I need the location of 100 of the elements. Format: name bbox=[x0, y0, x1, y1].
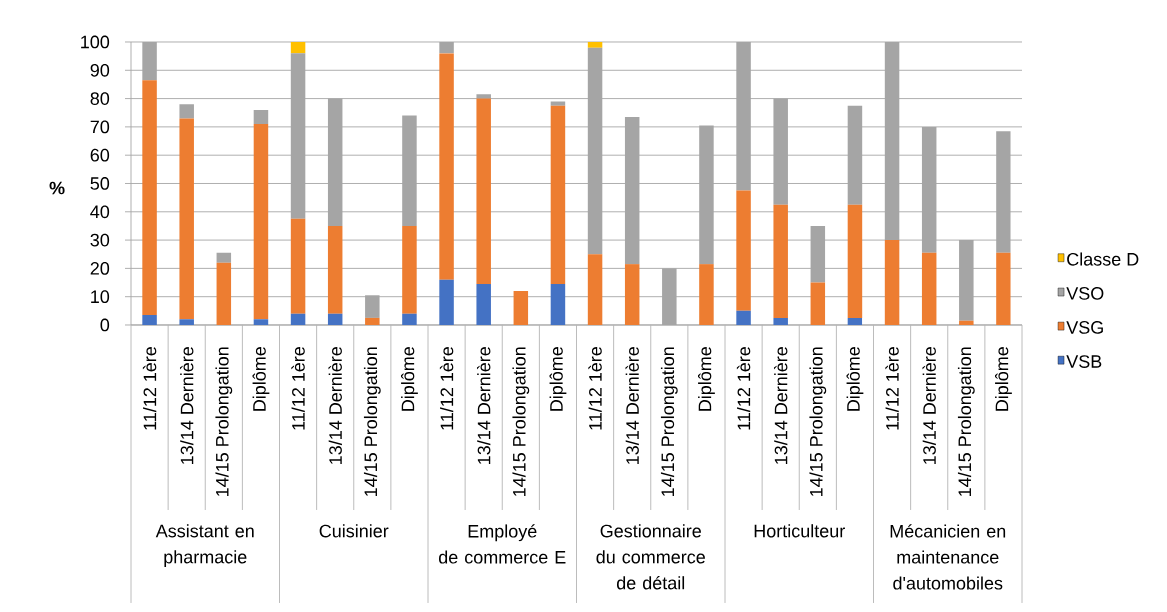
bar bbox=[402, 313, 417, 325]
x-tick-label: 11/12 1ère bbox=[885, 347, 899, 430]
x-tick-label: 13/14 Dernière bbox=[328, 347, 342, 464]
y-tick-label: 20 bbox=[90, 262, 110, 275]
text: Employé de commerce E bbox=[438, 524, 566, 564]
x-tick-label: 14/15 Prolongation bbox=[215, 347, 233, 496]
x-tick-label: Diplôme bbox=[549, 347, 567, 411]
legend-label: Classe D bbox=[1067, 252, 1139, 266]
x-tick-label: 13/14 Dernière bbox=[773, 347, 788, 464]
bar bbox=[624, 264, 640, 325]
bar bbox=[327, 98, 343, 226]
y-tick-label: 30 bbox=[90, 233, 110, 247]
y-tick-label: 50 bbox=[90, 177, 110, 190]
bar bbox=[365, 317, 380, 325]
y-tick-label: 100 bbox=[81, 35, 110, 49]
bar bbox=[773, 98, 788, 205]
bar bbox=[290, 218, 306, 314]
y-tick-label: 90 bbox=[90, 63, 110, 77]
bar bbox=[773, 317, 788, 325]
bar bbox=[179, 319, 194, 325]
x-tick-label: 14/15 Prolongation bbox=[660, 347, 678, 496]
x-tick-label: 14/15 Prolongation bbox=[363, 347, 381, 496]
y-tick-label: 60 bbox=[90, 148, 110, 162]
bar bbox=[476, 98, 491, 284]
bar bbox=[290, 41, 306, 54]
bar bbox=[587, 47, 603, 255]
bar bbox=[216, 252, 232, 263]
bar bbox=[699, 264, 714, 325]
legend-label: VSO bbox=[1066, 287, 1104, 300]
y-tick-label: 40 bbox=[90, 205, 110, 219]
x-tick-label: Diplôme bbox=[846, 347, 864, 411]
bar bbox=[327, 313, 343, 325]
bar bbox=[402, 225, 417, 314]
bar bbox=[921, 252, 937, 325]
text: Gestionnaire du commerce de détail bbox=[596, 524, 705, 590]
bar bbox=[550, 101, 566, 106]
bar bbox=[587, 254, 603, 325]
legend-label: VSB bbox=[1066, 355, 1102, 368]
x-tick-label: Diplôme bbox=[252, 347, 270, 411]
bar bbox=[253, 319, 269, 325]
bar bbox=[550, 283, 566, 325]
x-tick-label: 13/14 Dernière bbox=[922, 347, 936, 464]
bar bbox=[290, 53, 306, 219]
bar bbox=[402, 115, 417, 226]
bar bbox=[550, 105, 566, 284]
text: Horticulteur bbox=[754, 524, 845, 538]
bar bbox=[439, 279, 454, 325]
x-tick-label: 11/12 1ère bbox=[736, 347, 751, 430]
text: Assistant en pharmacie bbox=[155, 524, 254, 567]
bar bbox=[290, 313, 306, 325]
x-tick-label: Diplôme bbox=[995, 347, 1012, 411]
bar bbox=[365, 295, 380, 318]
text: Cuisinier bbox=[319, 524, 389, 538]
bar bbox=[439, 53, 454, 280]
bar bbox=[736, 190, 751, 311]
x-tick-label: 11/12 1ère bbox=[439, 347, 454, 430]
bar bbox=[847, 105, 863, 205]
x-tick-label: 14/15 Prolongation bbox=[809, 347, 827, 496]
bar bbox=[959, 320, 974, 325]
bar bbox=[810, 282, 826, 325]
y-axis-title: % bbox=[49, 181, 65, 195]
x-tick-label: 11/12 1ère bbox=[142, 347, 157, 430]
bar bbox=[587, 41, 603, 48]
bar bbox=[142, 315, 157, 325]
bar bbox=[959, 240, 974, 321]
x-tick-label: 13/14 Dernière bbox=[179, 347, 194, 464]
bar bbox=[179, 118, 194, 320]
x-tick-label: 14/15 Prolongation bbox=[957, 347, 975, 496]
bar bbox=[253, 124, 269, 320]
bar bbox=[884, 240, 900, 325]
bar bbox=[810, 225, 826, 283]
y-tick-label: 10 bbox=[91, 290, 110, 304]
x-tick-label: 11/12 1ère bbox=[588, 347, 602, 430]
bar bbox=[476, 283, 491, 325]
x-tick-label: 13/14 Dernière bbox=[625, 347, 639, 464]
x-tick-label: 14/15 Prolongation bbox=[512, 347, 530, 496]
bar bbox=[624, 116, 640, 265]
x-tick-label: Diplôme bbox=[698, 347, 715, 411]
bar bbox=[513, 291, 529, 325]
y-tick-label: 0 bbox=[100, 318, 110, 332]
bar bbox=[847, 204, 863, 318]
bar bbox=[216, 262, 232, 325]
x-tick-label: Diplôme bbox=[401, 347, 418, 411]
y-tick-label: 70 bbox=[90, 120, 110, 134]
bar bbox=[253, 109, 269, 125]
bar bbox=[736, 310, 751, 325]
bar bbox=[996, 252, 1011, 325]
text: Mécanicien en maintenance d'automobiles bbox=[890, 524, 1006, 590]
bar bbox=[476, 94, 491, 99]
bar bbox=[996, 131, 1011, 253]
bar bbox=[773, 204, 788, 318]
bar bbox=[327, 225, 343, 314]
legend-label: VSG bbox=[1066, 321, 1103, 334]
bar bbox=[699, 125, 714, 265]
bar bbox=[142, 80, 157, 316]
x-tick-label: 11/12 1ère bbox=[291, 347, 305, 430]
x-tick-label: 13/14 Dernière bbox=[476, 347, 491, 464]
bar bbox=[921, 126, 937, 253]
y-tick-label: 80 bbox=[90, 92, 110, 105]
bar bbox=[847, 317, 863, 325]
